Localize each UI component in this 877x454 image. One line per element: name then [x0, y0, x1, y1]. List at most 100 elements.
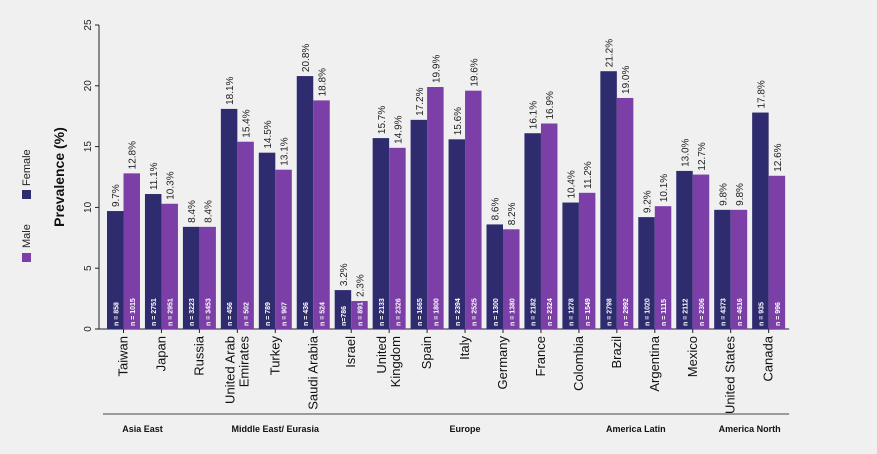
x-category-label: Italy [457, 336, 472, 360]
sample-size-male: n = 4616 [737, 298, 744, 326]
data-label-female: 9.2% [643, 190, 654, 213]
bar-male [275, 169, 292, 329]
x-category-label: United Arab [222, 336, 237, 404]
data-label-female: 9.7% [111, 184, 122, 207]
sample-size-female: n = 436 [303, 302, 310, 326]
sample-size-female: n = 2798 [607, 298, 614, 326]
sample-size-male: n = 524 [320, 302, 327, 326]
sample-size-male: n = 907 [282, 302, 289, 326]
sample-size-male: n = 1015 [130, 298, 137, 326]
bar-female [182, 226, 200, 329]
sample-size-female: n = 1665 [417, 298, 424, 326]
data-label-female: 17.2% [415, 87, 426, 115]
bar-male [503, 229, 520, 329]
sample-size-female: n = 1020 [645, 298, 652, 326]
bar-male [161, 203, 178, 329]
bar-male [654, 206, 672, 329]
data-label-male: 10.1% [659, 174, 670, 202]
bar-male [237, 141, 254, 329]
bar-female [448, 139, 466, 329]
bar-female [258, 152, 276, 329]
x-category-label: Russia [191, 335, 206, 376]
data-label-female: 8.6% [491, 198, 502, 221]
sample-size-female: n = 2133 [379, 298, 386, 326]
legend-label-male: Male [21, 224, 33, 248]
x-category-label: Spain [419, 336, 434, 369]
data-label-male: 12.6% [773, 143, 784, 171]
y-tick-label: 10 [83, 201, 94, 213]
sample-size-male: n = 891 [357, 302, 364, 326]
data-label-male: 16.9% [545, 91, 556, 119]
data-label-female: 13.0% [681, 138, 692, 166]
data-label-male: 18.8% [318, 68, 329, 96]
bar-female [638, 217, 655, 329]
data-label-female: 9.8% [718, 183, 729, 206]
sample-size-female: n = 789 [265, 302, 272, 326]
y-tick-label: 5 [83, 265, 94, 271]
sample-size-male: n = 1800 [433, 298, 440, 326]
data-label-male: 12.7% [697, 142, 708, 170]
x-category-label: Canada [761, 335, 776, 381]
sample-size-male: n = 1115 [661, 299, 668, 326]
sample-size-female: n = 2394 [455, 298, 462, 326]
data-label-female: 16.1% [529, 101, 540, 129]
sample-size-male: n = 2324 [547, 298, 554, 326]
x-category-label: Israel [343, 336, 358, 368]
sample-size-male: n = 1549 [585, 298, 592, 326]
sample-size-female: n = 456 [227, 302, 234, 326]
x-category-label: Emirates [236, 336, 251, 388]
legend-label-female: Female [21, 149, 33, 186]
x-category-label: Brazil [609, 336, 624, 369]
region-label: Asia East [122, 424, 163, 434]
data-label-male: 11.2% [583, 161, 594, 189]
data-label-male: 8.4% [204, 200, 215, 223]
bar-male [540, 123, 558, 329]
sample-size-male: n = 502 [244, 302, 251, 326]
bar-female [334, 290, 352, 329]
bar-female [562, 202, 579, 329]
sample-size-male: n = 1380 [509, 298, 516, 326]
x-category-label: Colombia [571, 335, 586, 391]
data-label-male: 19.9% [431, 55, 442, 83]
sample-size-female: n=786 [341, 306, 348, 326]
legend-swatch-male [22, 253, 31, 262]
data-label-male: 15.4% [242, 109, 253, 137]
data-label-female: 15.6% [453, 107, 464, 135]
sample-size-female: n = 1300 [493, 298, 500, 326]
bar-male [578, 192, 596, 329]
bar-female [296, 76, 314, 330]
legend-swatch-female [22, 190, 31, 199]
sample-size-male: n = 2306 [699, 298, 706, 326]
bar-female [486, 224, 503, 329]
sample-size-male: n = 2525 [471, 298, 478, 326]
bar-female [410, 119, 428, 330]
bar-female [714, 209, 731, 329]
y-tick-label: 0 [83, 326, 94, 332]
sample-size-male: n = 2951 [168, 298, 175, 326]
bar-male [199, 226, 216, 329]
data-label-male: 9.8% [735, 183, 746, 206]
bar-male [351, 301, 368, 329]
bar-male [616, 97, 634, 330]
region-label: Middle East/ Eurasia [232, 424, 321, 434]
region-label: America Latin [606, 424, 666, 434]
data-label-male: 8.2% [507, 202, 518, 225]
region-label: Europe [450, 424, 481, 434]
data-label-female: 20.8% [301, 44, 312, 72]
bar-male [427, 87, 444, 330]
x-category-label: United States [723, 336, 738, 415]
data-label-male: 13.1% [280, 137, 291, 165]
sample-size-female: n = 2182 [531, 298, 538, 326]
x-category-label: Taiwan [116, 336, 131, 376]
data-label-male: 2.3% [355, 274, 366, 297]
bar-female [600, 71, 617, 329]
x-category-label: Turkey [267, 336, 282, 376]
data-label-male: 19.6% [469, 58, 480, 86]
bar-female [144, 194, 162, 329]
data-label-female: 3.2% [339, 263, 350, 286]
y-tick-label: 15 [83, 141, 94, 153]
bar-male [465, 90, 482, 329]
sample-size-male: n = 2326 [395, 298, 402, 326]
bar-female [220, 108, 238, 330]
